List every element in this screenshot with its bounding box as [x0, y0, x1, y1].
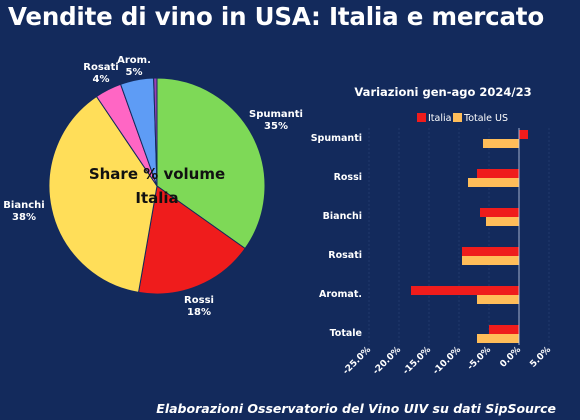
y-tick-label: Spumanti: [311, 133, 362, 144]
bar-totale-us: [468, 178, 519, 187]
pie-slice-bianchi: [48, 95, 158, 293]
pie-label-rosati: Rosati: [83, 62, 118, 73]
bar-italia: [489, 325, 519, 334]
bar-italia: [480, 208, 519, 217]
pie-label-bianchi: Bianchi: [3, 200, 44, 211]
x-tick-label: 0.0%: [498, 345, 523, 370]
x-tick-label: 5.0%: [528, 345, 553, 370]
pie-value-bianchi: 38%: [12, 212, 36, 223]
x-tick-label: -15.0%: [401, 345, 433, 377]
pie-value-rossi: 18%: [187, 307, 211, 318]
x-tick-label: -10.0%: [431, 345, 463, 377]
bar-totale-us: [483, 139, 519, 148]
pie-value-arom: 5%: [126, 67, 143, 78]
bar-totale-us: [477, 295, 519, 304]
pie-label-arom: Arom.: [117, 55, 151, 66]
bar-italia: [519, 130, 528, 139]
x-tick-label: -20.0%: [371, 345, 403, 377]
pie-label-spumanti: Spumanti: [249, 109, 303, 120]
bar-chart-title: Variazioni gen-ago 2024/23: [354, 85, 531, 99]
bar-totale-us: [486, 217, 519, 226]
pie-value-spumanti: 35%: [264, 121, 288, 132]
legend-swatch-0: [417, 113, 426, 122]
bar-totale-us: [462, 256, 519, 265]
pie-title-line: Italia: [135, 189, 178, 207]
bar-totale-us: [477, 334, 519, 343]
y-tick-label: Aromat.: [319, 289, 362, 300]
y-tick-label: Totale: [330, 328, 362, 339]
source-note: Elaborazioni Osservatorio del Vino UIV s…: [156, 401, 556, 416]
y-tick-label: Bianchi: [323, 211, 362, 222]
bar-italia: [411, 286, 519, 295]
pie-slice-rossi: [137, 185, 246, 295]
bar-italia: [462, 247, 519, 256]
legend-swatch-1: [453, 113, 462, 122]
bar-italia: [477, 169, 519, 178]
pie-title-line: Share % volume: [89, 165, 225, 183]
x-tick-label: -25.0%: [341, 345, 373, 377]
pie-slice-other: [153, 77, 158, 187]
pie-slice-spumanti: [156, 77, 266, 250]
y-tick-label: Rosati: [328, 250, 362, 261]
x-tick-label: -5.0%: [466, 345, 493, 372]
y-tick-label: Rossi: [334, 172, 362, 183]
pie-label-rossi: Rossi: [184, 295, 214, 306]
legend-label-0: Italia: [428, 113, 451, 124]
page-title: Vendite di vino in USA: Italia e mercato: [8, 2, 544, 31]
legend-label-1: Totale US: [463, 113, 508, 124]
pie-value-rosati: 4%: [93, 74, 110, 85]
